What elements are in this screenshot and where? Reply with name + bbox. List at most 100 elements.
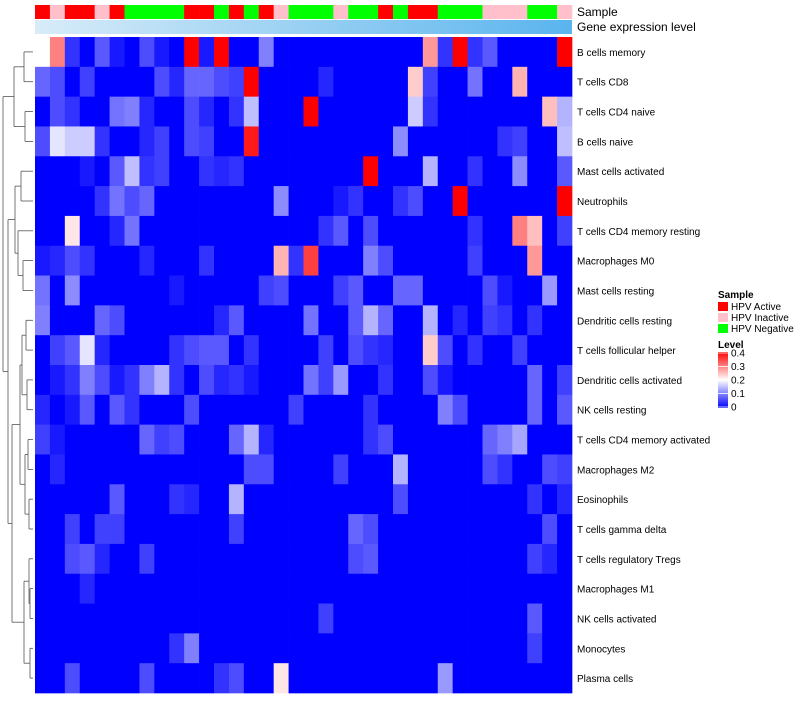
heatmap-cell bbox=[348, 603, 364, 634]
heatmap-cell bbox=[333, 275, 349, 306]
heatmap-cell bbox=[109, 663, 125, 694]
heatmap-cell bbox=[243, 365, 260, 396]
row-label: T cells gamma delta bbox=[577, 525, 667, 536]
heatmap-cell bbox=[363, 186, 379, 217]
heatmap-cell bbox=[527, 663, 543, 694]
heatmap-cell bbox=[94, 394, 110, 425]
heatmap-cell bbox=[482, 603, 498, 634]
heatmap-cell bbox=[154, 573, 170, 604]
heatmap-cell bbox=[452, 275, 468, 306]
heatmap-cell bbox=[35, 573, 51, 604]
heatmap-cell bbox=[422, 335, 439, 366]
heatmap-cell bbox=[512, 603, 528, 634]
heatmap-cell bbox=[214, 514, 230, 545]
heatmap-cell bbox=[49, 275, 66, 306]
heatmap-cell bbox=[273, 37, 289, 68]
heatmap-cell bbox=[452, 365, 468, 396]
heatmap-cell bbox=[437, 126, 454, 157]
heatmap-cell bbox=[318, 633, 334, 664]
heatmap-cell bbox=[258, 514, 275, 545]
heatmap-cell bbox=[318, 573, 334, 604]
heatmap-cell bbox=[228, 335, 245, 366]
heatmap-cell bbox=[348, 365, 364, 396]
heatmap-cell bbox=[497, 484, 513, 515]
heatmap-cell bbox=[378, 66, 394, 97]
heatmap-cell bbox=[467, 663, 483, 694]
heatmap-cell bbox=[214, 394, 230, 425]
heatmap-cell bbox=[467, 275, 483, 306]
heatmap-cell bbox=[273, 156, 289, 187]
legend-level-title: Level bbox=[718, 340, 744, 351]
heatmap-cell bbox=[437, 37, 454, 68]
heatmap-cell bbox=[64, 454, 81, 485]
heatmap-cell bbox=[378, 96, 394, 127]
heatmap-cell bbox=[422, 454, 439, 485]
heatmap-cell bbox=[228, 186, 245, 217]
heatmap-cell bbox=[318, 37, 334, 68]
heatmap-cell bbox=[393, 424, 409, 455]
sample-annotation-cell bbox=[199, 5, 215, 19]
heatmap-cell bbox=[49, 663, 66, 694]
heatmap-cell bbox=[348, 633, 364, 664]
row-label: Eosinophils bbox=[577, 495, 628, 506]
heatmap-cell bbox=[169, 335, 185, 366]
heatmap-cell bbox=[467, 454, 483, 485]
heatmap-cell bbox=[169, 454, 185, 485]
heatmap-cell bbox=[49, 365, 66, 396]
heatmap-cell bbox=[303, 543, 319, 575]
heatmap-cell bbox=[288, 96, 304, 127]
heatmap-cell bbox=[482, 484, 498, 515]
heatmap-cell bbox=[557, 245, 573, 276]
heatmap-cell bbox=[258, 245, 275, 276]
heatmap-cell bbox=[109, 215, 125, 247]
heatmap-cell bbox=[333, 394, 349, 425]
heatmap-cell bbox=[363, 215, 379, 247]
heatmap-cell bbox=[437, 275, 454, 306]
heatmap-cell bbox=[49, 335, 66, 366]
heatmap-cell bbox=[467, 335, 483, 366]
heatmap-cell bbox=[35, 365, 51, 396]
heatmap-cell bbox=[79, 66, 96, 97]
heatmap-cell bbox=[303, 37, 319, 68]
heatmap-cell bbox=[542, 424, 558, 455]
heatmap-cell bbox=[64, 573, 81, 604]
heatmap-cell bbox=[407, 394, 424, 425]
heatmap-cell bbox=[363, 663, 379, 694]
heatmap-cell bbox=[184, 394, 200, 425]
heatmap-cell bbox=[109, 633, 125, 664]
heatmap-cell bbox=[363, 305, 379, 336]
heatmap-cell bbox=[318, 454, 334, 485]
heatmap-cell bbox=[333, 365, 349, 396]
heatmap-cell bbox=[318, 245, 334, 276]
row-label: T cells CD4 memory activated bbox=[577, 436, 710, 447]
heatmap-cell bbox=[452, 514, 468, 545]
heatmap-cell bbox=[64, 305, 81, 336]
heatmap-cell bbox=[512, 215, 528, 247]
heatmap-cell bbox=[303, 96, 319, 127]
heatmap-cell bbox=[333, 186, 349, 217]
heatmap-cell bbox=[318, 156, 334, 187]
heatmap-cell bbox=[378, 454, 394, 485]
row-label: Dendritic cells activated bbox=[577, 376, 682, 387]
heatmap-cell bbox=[378, 663, 394, 694]
heatmap-cell bbox=[139, 365, 155, 396]
heatmap-cell bbox=[64, 514, 81, 545]
heatmap-cell bbox=[258, 215, 275, 247]
heatmap-cell bbox=[348, 454, 364, 485]
heatmap-cell bbox=[303, 573, 319, 604]
heatmap-cell bbox=[79, 96, 96, 127]
sample-annotation-cell bbox=[64, 5, 81, 19]
heatmap-cell bbox=[184, 454, 200, 485]
heatmap-cell bbox=[452, 573, 468, 604]
heatmap-cell bbox=[437, 424, 454, 455]
row-label: Mast cells resting bbox=[577, 287, 654, 298]
heatmap-cell bbox=[363, 394, 379, 425]
heatmap-cell bbox=[214, 96, 230, 127]
heatmap-cell bbox=[437, 66, 454, 97]
heatmap-cell bbox=[64, 156, 81, 187]
legend-label-hpv-inactive: HPV Inactive bbox=[731, 313, 789, 324]
heatmap-cell bbox=[154, 96, 170, 127]
heatmap-cell bbox=[184, 573, 200, 604]
heatmap-cell bbox=[35, 454, 51, 485]
heatmap-cell bbox=[169, 156, 185, 187]
